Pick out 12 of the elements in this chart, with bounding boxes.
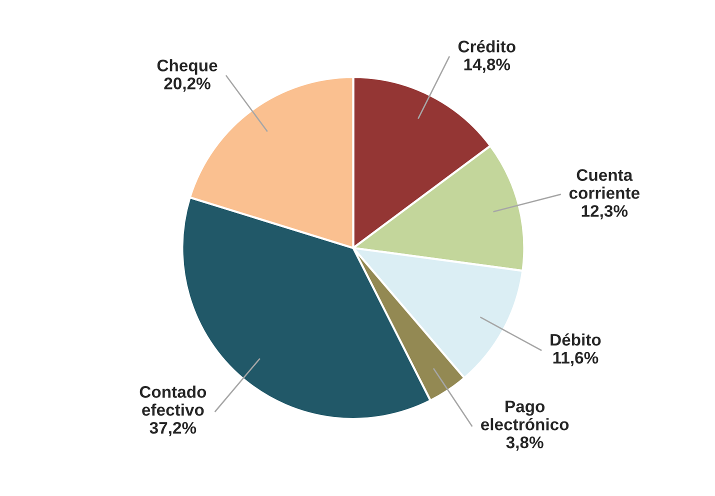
data-label: 14,8% — [464, 58, 510, 73]
data-label: 37,2% — [150, 422, 196, 436]
slice-label: Contado efectivo — [140, 386, 206, 416]
slice-label: Cheque — [157, 59, 218, 75]
slice-label: Pago electrónico — [481, 400, 569, 430]
slice-label: Cuenta corriente — [569, 169, 640, 199]
slice-label: Crédito — [458, 40, 516, 52]
data-label: 11,6% — [553, 352, 598, 366]
slice-label: Débito — [550, 333, 601, 346]
data-label: 12,3% — [582, 205, 628, 220]
data-label: 3,8% — [506, 436, 544, 451]
data-label: 20,2% — [164, 78, 210, 92]
